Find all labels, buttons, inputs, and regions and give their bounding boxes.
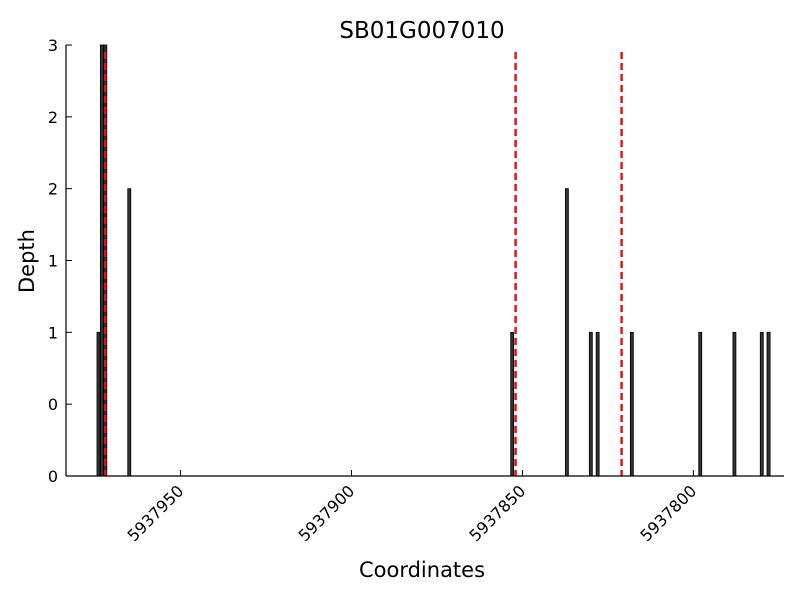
y-tick-label-6: 3	[48, 36, 58, 55]
bars-group	[96, 44, 771, 477]
reference-lines-group	[104, 52, 623, 476]
depth-bar-s0-3	[127, 188, 132, 477]
depth-bar-extra-2	[759, 331, 764, 477]
x-tick-label-1: 5937900	[294, 481, 358, 545]
depth-bar-s0-5	[564, 188, 569, 477]
depth-bar-s0-0	[96, 331, 101, 477]
y-tick-label-2: 1	[48, 323, 58, 342]
axes-group	[65, 45, 784, 477]
y-tick-label-4: 2	[48, 180, 58, 199]
depth-bar-extra-1	[629, 331, 634, 477]
depth-bar-s0-10	[766, 331, 771, 477]
x-tick-label-3: 5937800	[636, 481, 700, 545]
depth-bar-s0-4	[510, 331, 515, 477]
y-tick-label-5: 2	[48, 108, 58, 127]
depth-bar-s0-7	[698, 331, 703, 477]
y-tick-label-3: 1	[48, 252, 58, 271]
y-tick-label-1: 0	[48, 395, 58, 414]
x-tick-label-2: 5937850	[465, 481, 529, 545]
chart-title: SB01G007010	[339, 18, 504, 44]
x-tick-label-0: 5937950	[124, 481, 188, 545]
depth-bar-extra-0	[595, 331, 600, 477]
x-ticks-group: 5937950 5937900 5937850 5937800	[124, 470, 700, 545]
depth-bar-s0-1	[100, 44, 104, 477]
y-ticks-group: 0 0 1 1 2 2 3	[48, 36, 72, 486]
y-axis-label: Depth	[15, 229, 39, 293]
x-axis-label: Coordinates	[359, 558, 485, 582]
depth-bar-s0-6	[588, 331, 593, 477]
y-tick-label-0: 0	[48, 467, 58, 486]
depth-bar-s0-8	[732, 331, 737, 477]
